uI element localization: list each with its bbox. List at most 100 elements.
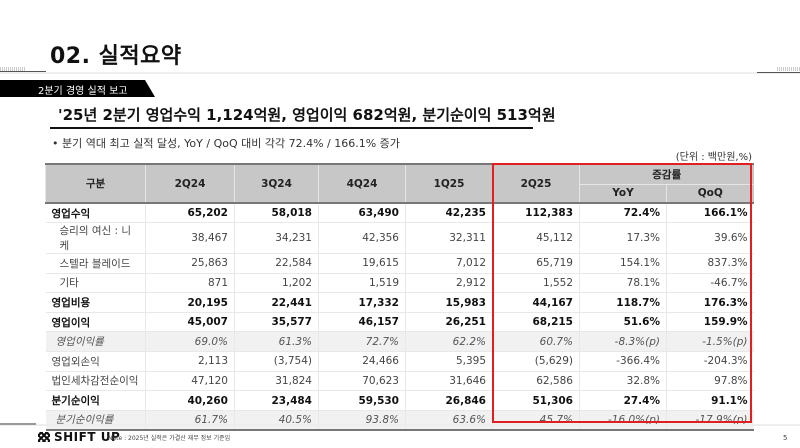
cell-value: 159.9% bbox=[665, 312, 754, 333]
cell-value: 51,306 bbox=[492, 390, 580, 411]
cell-value: 17.3% bbox=[579, 222, 667, 255]
cell-value: 837.3% bbox=[665, 253, 754, 274]
cell-value: 176.3% bbox=[665, 292, 754, 313]
row-label: 승리의 여신 : 니케 bbox=[45, 222, 146, 255]
row-label: 법인세차감전순이익 bbox=[45, 371, 146, 392]
title-divider bbox=[0, 72, 800, 74]
header-1q25: 1Q25 bbox=[405, 163, 493, 203]
table-row: 영업비용 20,195 22,441 17,332 15,983 44,167 118.7%… bbox=[45, 292, 754, 313]
earnings-table: 구분 2Q24 3Q24 4Q24 1Q25 2Q25 증감률 YoY QoQ … bbox=[45, 163, 754, 431]
header-4q24: 4Q24 bbox=[318, 163, 406, 203]
cell-value: 20,195 bbox=[145, 292, 235, 313]
cell-value: 63.6% bbox=[405, 410, 493, 431]
cell-value: 32,311 bbox=[405, 222, 493, 255]
table-row: 법인세차감전순이익 47,120 31,824 70,623 31,646 62,586 3… bbox=[45, 371, 754, 392]
cell-value: 1,202 bbox=[234, 273, 319, 294]
cell-value: 26,846 bbox=[405, 390, 493, 411]
cell-value: 62.2% bbox=[405, 331, 493, 353]
decorative-hatch bbox=[777, 67, 800, 71]
cell-value: -366.4% bbox=[579, 351, 667, 372]
cell-value: 45.7% bbox=[492, 410, 580, 431]
cell-value: 63,490 bbox=[318, 202, 406, 224]
cell-value: 91.1% bbox=[665, 390, 754, 411]
unit-label: (단위 : 백만원,%) bbox=[675, 152, 752, 163]
cell-value: 70,623 bbox=[318, 371, 406, 392]
cell-value: (3,754) bbox=[234, 351, 319, 372]
table-row: 스텔라 블레이드 25,863 22,584 19,615 7,012 65,719 154… bbox=[45, 253, 754, 274]
cell-value: 45,007 bbox=[145, 312, 235, 333]
row-label: 영업비용 bbox=[45, 292, 146, 313]
cell-value: 62,586 bbox=[492, 371, 580, 392]
cell-value: 5,395 bbox=[405, 351, 493, 372]
row-label: 기타 bbox=[45, 273, 146, 294]
headline-underline bbox=[50, 127, 533, 129]
cell-value: 40.5% bbox=[234, 410, 319, 431]
divider bbox=[757, 72, 800, 73]
section-tag-label: 2분기 경영 실적 보고 bbox=[38, 86, 128, 97]
cell-value: 38,467 bbox=[145, 222, 235, 255]
page-title: 02. 실적요약 bbox=[50, 44, 182, 69]
cell-value: 61.7% bbox=[145, 410, 235, 431]
header-2q24: 2Q24 bbox=[145, 163, 235, 203]
cell-value: 154.1% bbox=[579, 253, 667, 274]
header-3q24: 3Q24 bbox=[234, 163, 319, 203]
section-tag: 2분기 경영 실적 보고 bbox=[0, 80, 155, 97]
cell-value: 22,441 bbox=[234, 292, 319, 313]
cell-value: 1,519 bbox=[318, 273, 406, 294]
cell-value: 19,615 bbox=[318, 253, 406, 274]
cell-value: 1,552 bbox=[492, 273, 580, 294]
cell-value: 93.8% bbox=[318, 410, 406, 431]
row-label: 영업외손익 bbox=[45, 351, 146, 372]
cell-value: 24,466 bbox=[318, 351, 406, 372]
cell-value: -46.7% bbox=[665, 273, 754, 294]
cell-value: 72.7% bbox=[318, 331, 406, 353]
cell-value: -16.0%(p) bbox=[579, 410, 667, 431]
row-label: 영업이익 bbox=[45, 312, 146, 333]
footer-divider bbox=[0, 424, 800, 426]
cell-value: 65,719 bbox=[492, 253, 580, 274]
cell-value: 59,530 bbox=[318, 390, 406, 411]
logo-text: SHIFT UP bbox=[54, 430, 121, 444]
cell-value: 31,824 bbox=[234, 371, 319, 392]
decorative-hatch bbox=[0, 67, 26, 71]
cell-value: 47,120 bbox=[145, 371, 235, 392]
footer-note: Note : 2025년 실적은 가결산 재무 정보 기준임 bbox=[108, 435, 231, 442]
table-row: 기타 871 1,202 1,519 2,912 1,552 78.1% -46.7% bbox=[45, 273, 754, 294]
table-row: 승리의 여신 : 니케 38,467 34,231 42,356 32,311 45,11… bbox=[45, 222, 754, 255]
row-label: 스텔라 블레이드 bbox=[45, 253, 146, 274]
cell-value: -204.3% bbox=[665, 351, 754, 372]
divider bbox=[0, 71, 46, 72]
cell-value: 31,646 bbox=[405, 371, 493, 392]
cell-value: 44,167 bbox=[492, 292, 580, 313]
cell-value: 65,202 bbox=[145, 202, 235, 224]
table-row: 분기순이익률 61.7% 40.5% 93.8% 63.6% 45.7% -16.0%(p)… bbox=[45, 410, 754, 431]
header-2q25: 2Q25 bbox=[492, 163, 580, 203]
header-yoy: YoY bbox=[579, 183, 667, 203]
row-label: 영업이익률 bbox=[45, 331, 146, 353]
table-row: 영업외손익 2,113 (3,754) 24,466 5,395 (5,629) -366.… bbox=[45, 351, 754, 372]
cell-value: 69.0% bbox=[145, 331, 235, 353]
cell-value: (5,629) bbox=[492, 351, 580, 372]
cell-value: 51.6% bbox=[579, 312, 667, 333]
cell-value: 7,012 bbox=[405, 253, 493, 274]
header-change-group: 증감률 bbox=[578, 163, 754, 184]
cell-value: 32.8% bbox=[579, 371, 667, 392]
cell-value: 39.6% bbox=[665, 222, 754, 255]
cell-value: 871 bbox=[145, 273, 235, 294]
cell-value: -8.3%(p) bbox=[579, 331, 667, 353]
table-row: 분기순이익 40,260 23,484 59,530 26,846 51,306 27.4%… bbox=[45, 390, 754, 411]
cell-value: 40,260 bbox=[145, 390, 235, 411]
logo-icon bbox=[38, 432, 50, 442]
cell-value: 35,577 bbox=[234, 312, 319, 333]
summary-bullet: • 분기 역대 최고 실적 달성, YoY / QoQ 대비 각각 72.4% … bbox=[52, 137, 400, 150]
row-label: 분기순이익 bbox=[45, 390, 146, 411]
cell-value: 25,863 bbox=[145, 253, 235, 274]
cell-value: 97.8% bbox=[665, 371, 754, 392]
cell-value: 34,231 bbox=[234, 222, 319, 255]
cell-value: -17.9%(p) bbox=[665, 410, 754, 431]
cell-value: 2,113 bbox=[145, 351, 235, 372]
table-row: 영업이익 45,007 35,577 46,157 26,251 68,215 51.6% 1… bbox=[45, 312, 754, 333]
cell-value: 42,235 bbox=[405, 202, 493, 224]
row-label: 영업수익 bbox=[45, 202, 146, 224]
table-row: 영업이익률 69.0% 61.3% 72.7% 62.2% 60.7% -8.3%(p) -1… bbox=[45, 331, 754, 353]
